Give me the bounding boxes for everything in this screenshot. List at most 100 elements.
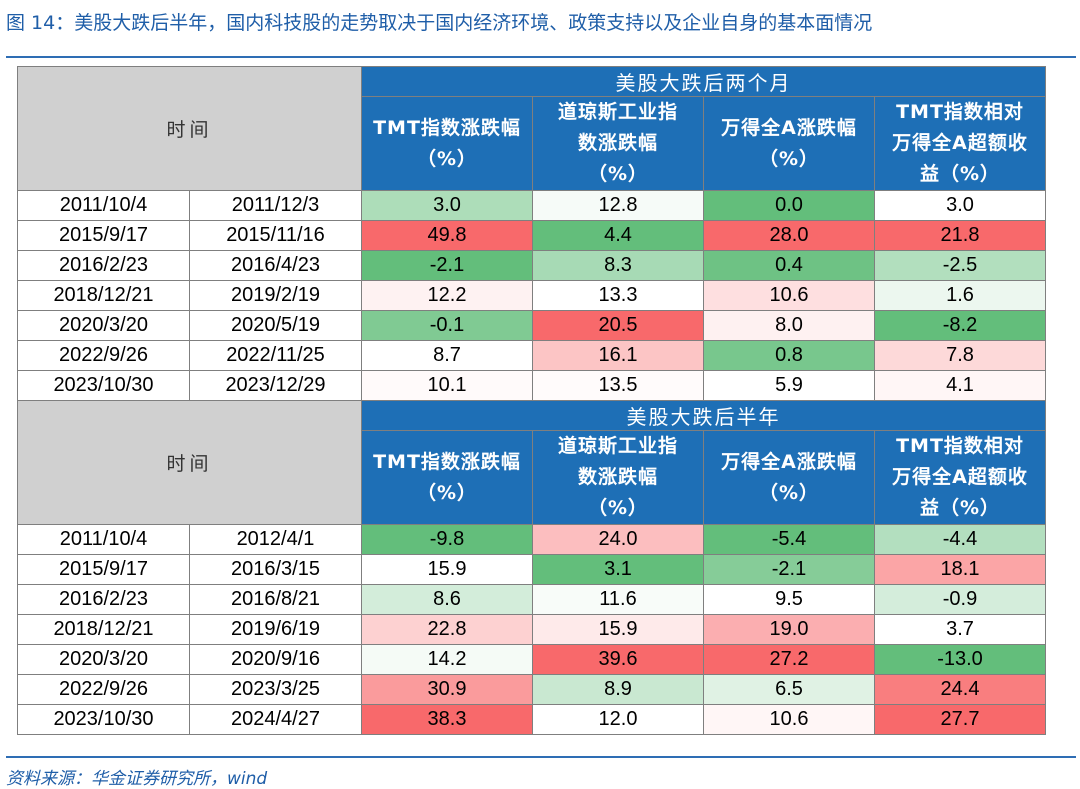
end-date-cell: 2024/4/27 [189, 704, 362, 735]
table-row: 2011/10/4 2012/4/1 -9.8 24.0 -5.4 -4.4 [17, 524, 1046, 555]
value-cell: 3.1 [532, 554, 704, 585]
value-cell: 8.3 [532, 250, 704, 281]
value-cell: -2.1 [361, 250, 533, 281]
value-cell: 21.8 [874, 220, 1046, 251]
end-date-cell: 2015/11/16 [189, 220, 362, 251]
start-date-cell: 2020/3/20 [17, 644, 190, 675]
start-date-cell: 2022/9/26 [17, 674, 190, 705]
value-cell: -5.4 [703, 524, 875, 555]
start-date-cell: 2016/2/23 [17, 250, 190, 281]
time-header: 时间 [17, 400, 362, 525]
table-row: 2023/10/30 2023/12/29 10.1 13.5 5.9 4.1 [17, 370, 1046, 401]
table-row: 2022/9/26 2022/11/25 8.7 16.1 0.8 7.8 [17, 340, 1046, 371]
value-cell: 11.6 [532, 584, 704, 615]
end-date-cell: 2020/9/16 [189, 644, 362, 675]
value-cell: 8.0 [703, 310, 875, 341]
end-date-cell: 2016/3/15 [189, 554, 362, 585]
start-date-cell: 2022/9/26 [17, 340, 190, 371]
end-date-cell: 2016/4/23 [189, 250, 362, 281]
start-date-cell: 2011/10/4 [17, 524, 190, 555]
value-cell: 3.7 [874, 614, 1046, 645]
value-cell: -13.0 [874, 644, 1046, 675]
value-cell: 28.0 [703, 220, 875, 251]
table-row: 2022/9/26 2023/3/25 30.9 8.9 6.5 24.4 [17, 674, 1046, 705]
value-cell: 8.7 [361, 340, 533, 371]
end-date-cell: 2023/3/25 [189, 674, 362, 705]
value-cell: -9.8 [361, 524, 533, 555]
end-date-cell: 2012/4/1 [189, 524, 362, 555]
value-cell: 8.6 [361, 584, 533, 615]
value-cell: 12.0 [532, 704, 704, 735]
value-cell: 5.9 [703, 370, 875, 401]
column-header: TMT指数相对 万得全A超额收 益（%） [874, 430, 1046, 525]
start-date-cell: 2011/10/4 [17, 190, 190, 221]
value-cell: 18.1 [874, 554, 1046, 585]
source-note: 资料来源：华金证券研究所，wind [6, 769, 268, 789]
value-cell: 12.8 [532, 190, 704, 221]
start-date-cell: 2015/9/17 [17, 554, 190, 585]
end-date-cell: 2022/11/25 [189, 340, 362, 371]
table-row: 2016/2/23 2016/8/21 8.6 11.6 9.5 -0.9 [17, 584, 1046, 615]
time-header: 时间 [17, 66, 362, 191]
column-header: 道琼斯工业指 数涨跌幅 （%） [532, 96, 704, 191]
column-header: 万得全A涨跌幅 （%） [703, 96, 875, 191]
value-cell: 24.4 [874, 674, 1046, 705]
value-cell: -0.1 [361, 310, 533, 341]
value-cell: 16.1 [532, 340, 704, 371]
start-date-cell: 2018/12/21 [17, 614, 190, 645]
value-cell: 6.5 [703, 674, 875, 705]
value-cell: 10.1 [361, 370, 533, 401]
value-cell: 4.4 [532, 220, 704, 251]
value-cell: 22.8 [361, 614, 533, 645]
table-row: 2015/9/17 2015/11/16 49.8 4.4 28.0 21.8 [17, 220, 1046, 251]
value-cell: 0.8 [703, 340, 875, 371]
column-header: 道琼斯工业指 数涨跌幅 （%） [532, 430, 704, 525]
period-group-header: 美股大跌后两个月 [361, 66, 1046, 97]
value-cell: 27.7 [874, 704, 1046, 735]
value-cell: -4.4 [874, 524, 1046, 555]
value-cell: 0.0 [703, 190, 875, 221]
value-cell: 27.2 [703, 644, 875, 675]
value-cell: -0.9 [874, 584, 1046, 615]
start-date-cell: 2023/10/30 [17, 704, 190, 735]
table-row: 2023/10/30 2024/4/27 38.3 12.0 10.6 27.7 [17, 704, 1046, 735]
value-cell: 10.6 [703, 280, 875, 311]
value-cell: 3.0 [361, 190, 533, 221]
value-cell: 14.2 [361, 644, 533, 675]
value-cell: 4.1 [874, 370, 1046, 401]
figure-title: 图 14：美股大跌后半年，国内科技股的走势取决于国内经济环境、政策支持以及企业自… [6, 12, 873, 34]
end-date-cell: 2011/12/3 [189, 190, 362, 221]
value-cell: 24.0 [532, 524, 704, 555]
value-cell: 0.4 [703, 250, 875, 281]
table-row: 2016/2/23 2016/4/23 -2.1 8.3 0.4 -2.5 [17, 250, 1046, 281]
table-row: 2018/12/21 2019/6/19 22.8 15.9 19.0 3.7 [17, 614, 1046, 645]
value-cell: -8.2 [874, 310, 1046, 341]
end-date-cell: 2019/2/19 [189, 280, 362, 311]
value-cell: 15.9 [361, 554, 533, 585]
value-cell: 15.9 [532, 614, 704, 645]
period-group-header: 美股大跌后半年 [361, 400, 1046, 431]
column-header: TMT指数涨跌幅 （%） [361, 96, 533, 191]
value-cell: 30.9 [361, 674, 533, 705]
value-cell: 1.6 [874, 280, 1046, 311]
value-cell: 8.9 [532, 674, 704, 705]
value-cell: 13.3 [532, 280, 704, 311]
value-cell: 49.8 [361, 220, 533, 251]
table-row: 2015/9/17 2016/3/15 15.9 3.1 -2.1 18.1 [17, 554, 1046, 585]
start-date-cell: 2016/2/23 [17, 584, 190, 615]
column-header: TMT指数相对 万得全A超额收 益（%） [874, 96, 1046, 191]
table-row: 2011/10/4 2011/12/3 3.0 12.8 0.0 3.0 [17, 190, 1046, 221]
value-cell: 19.0 [703, 614, 875, 645]
start-date-cell: 2023/10/30 [17, 370, 190, 401]
value-cell: 39.6 [532, 644, 704, 675]
value-cell: -2.5 [874, 250, 1046, 281]
start-date-cell: 2018/12/21 [17, 280, 190, 311]
value-cell: 38.3 [361, 704, 533, 735]
table-row: 2020/3/20 2020/5/19 -0.1 20.5 8.0 -8.2 [17, 310, 1046, 341]
end-date-cell: 2019/6/19 [189, 614, 362, 645]
start-date-cell: 2015/9/17 [17, 220, 190, 251]
start-date-cell: 2020/3/20 [17, 310, 190, 341]
table-row: 2020/3/20 2020/9/16 14.2 39.6 27.2 -13.0 [17, 644, 1046, 675]
column-header: TMT指数涨跌幅 （%） [361, 430, 533, 525]
value-cell: 3.0 [874, 190, 1046, 221]
